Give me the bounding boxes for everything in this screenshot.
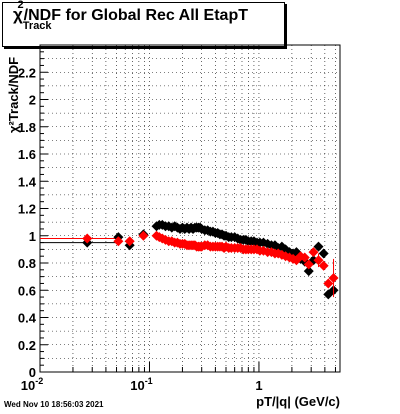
red-data-point [299, 252, 310, 263]
red-data-point [124, 236, 135, 247]
svg-text:χ²Track/NDF: χ²Track/NDF [6, 57, 21, 133]
title-text: /NDF for Global Rec All EtapT [23, 7, 248, 24]
red-data-point [82, 233, 93, 244]
y-tick-label: 0.8 [18, 256, 36, 271]
y-tick-label: 2 [29, 93, 36, 108]
title-superscript: 2 [17, 0, 24, 11]
y-tick-label: 0.4 [18, 311, 37, 326]
title-chi-symbol: χ [13, 5, 23, 24]
timestamp: Wed Nov 10 18:56:03 2021 [4, 400, 104, 409]
x-tick-label: 10-2 [21, 376, 43, 393]
red-data-point [113, 236, 124, 247]
black-data-point [318, 248, 329, 259]
y-tick-label: 1.4 [18, 174, 37, 189]
black-data-point [313, 241, 324, 252]
y-tick-label: 0.6 [18, 283, 36, 298]
red-data-point [323, 278, 334, 289]
chart-title: χTrack 2/NDF for Global Rec All EtapT [13, 0, 282, 32]
red-data-point [138, 230, 149, 241]
red-data-point [303, 259, 314, 270]
black-data-point [303, 266, 314, 277]
x-tick-label: 10-1 [130, 376, 152, 393]
y-tick-label: 0 [29, 365, 36, 380]
red-data-point [318, 260, 329, 271]
y-axis-label: χ²Track/NDF [6, 57, 21, 133]
y-tick-label: 0.2 [18, 338, 36, 353]
y-tick-label: 1 [29, 229, 36, 244]
y-tick-label: 1.8 [18, 120, 36, 135]
red-data-point [308, 247, 319, 258]
y-tick-label: 2.2 [18, 65, 36, 80]
x-tick-label: 1 [255, 378, 262, 393]
x-axis-label: pT/|q| (GeV/c) [256, 394, 340, 409]
title-subscript: Track [22, 20, 52, 32]
red-data-point [276, 249, 287, 260]
y-tick-label: 1.2 [18, 202, 36, 217]
y-tick-label: 1.6 [18, 147, 36, 162]
chart-title-box: χTrack 2/NDF for Global Rec All EtapT [2, 0, 285, 47]
